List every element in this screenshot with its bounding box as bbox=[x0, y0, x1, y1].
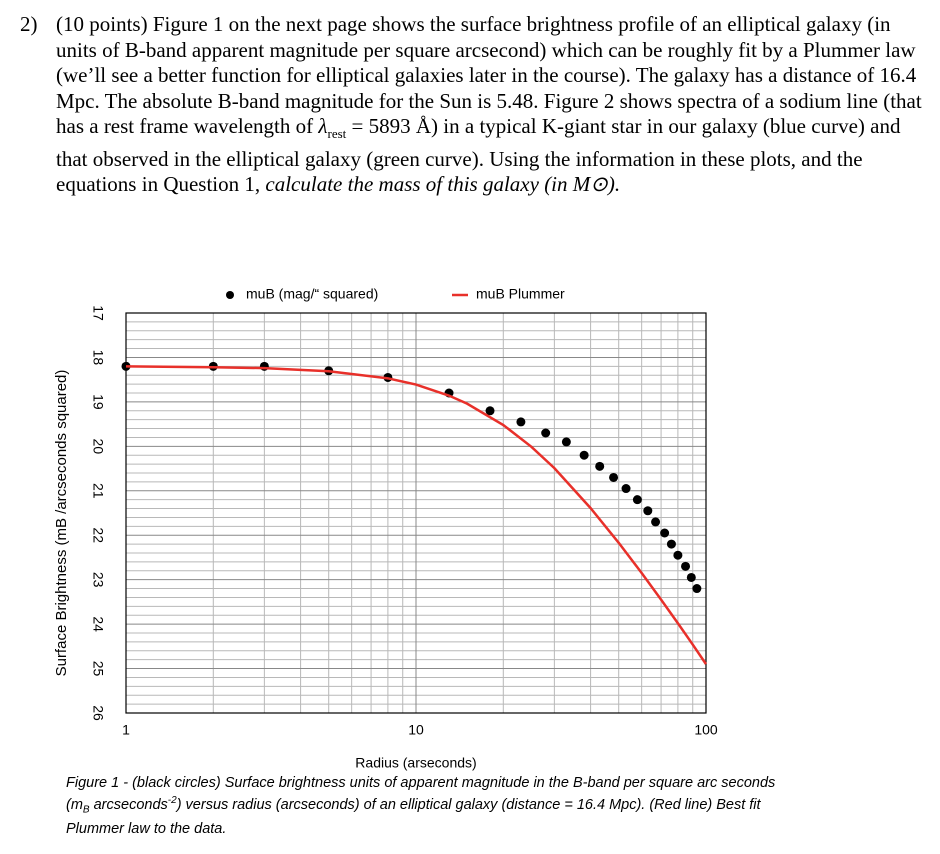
x-axis-label: Radius (arseconds) bbox=[355, 755, 476, 771]
data-point bbox=[541, 428, 551, 438]
data-point bbox=[632, 495, 642, 505]
data-point bbox=[561, 437, 571, 447]
question-emphasis: calculate the mass of this galaxy (in M⊙… bbox=[265, 172, 621, 197]
plot-frame bbox=[125, 312, 707, 714]
x-tick-label: 10 bbox=[408, 722, 424, 738]
question-number: 2) bbox=[20, 12, 38, 36]
data-point bbox=[686, 572, 696, 582]
y-tick-label: 19 bbox=[90, 394, 106, 410]
caption: Figure 1 - (black circles) Surface brigh… bbox=[66, 774, 786, 838]
question-text: = 5893 Å) in a typical K-giant star in o… bbox=[56, 114, 901, 197]
data-point bbox=[643, 506, 653, 516]
question-body: (10 points) Figure 1 on the next page sh… bbox=[56, 12, 925, 198]
data-point bbox=[516, 417, 526, 427]
data-point bbox=[660, 528, 670, 538]
plummer-line bbox=[125, 365, 708, 665]
question: 2) (10 points) Figure 1 on the next page… bbox=[20, 12, 925, 198]
legend-label: muB (mag/“ squared) bbox=[246, 286, 378, 302]
y-axis-label: Surface Brightness (mB /arcseconds squar… bbox=[53, 370, 70, 677]
y-tick-label: 21 bbox=[90, 483, 106, 499]
x-tick-label: 1 bbox=[122, 722, 130, 738]
y-tick-label: 20 bbox=[90, 439, 106, 455]
data-point bbox=[621, 484, 631, 494]
data-point bbox=[692, 584, 702, 594]
data-point bbox=[595, 461, 605, 471]
y-tick-label: 18 bbox=[90, 350, 106, 366]
y-tick-label: 24 bbox=[90, 616, 106, 632]
caption-sup: -2 bbox=[167, 795, 177, 806]
caption-sub: B bbox=[82, 804, 90, 816]
data-point bbox=[666, 539, 676, 549]
y-tick-label: 25 bbox=[90, 661, 106, 677]
lambda: λ bbox=[318, 114, 328, 138]
question-text: (10 points) Figure 1 on the next page sh… bbox=[56, 12, 922, 138]
data-point bbox=[651, 517, 661, 527]
lambda-sub: rest bbox=[327, 126, 347, 142]
y-tick-label: 23 bbox=[90, 572, 106, 588]
legend-dot bbox=[226, 291, 234, 299]
legend-label: muB Plummer bbox=[476, 286, 565, 302]
y-tick-label: 22 bbox=[90, 527, 106, 543]
caption-text: ) versus radius (arcseconds) of an ellip… bbox=[66, 796, 761, 837]
x-tick-label: 100 bbox=[694, 722, 718, 738]
caption-text: Figure 1 - (black circles) Surface brigh… bbox=[66, 775, 776, 813]
y-tick-label: 26 bbox=[90, 705, 106, 721]
y-tick-label: 17 bbox=[90, 305, 106, 321]
data-point bbox=[579, 450, 589, 460]
data-point bbox=[609, 472, 619, 482]
caption-text: arcseconds bbox=[89, 796, 168, 813]
data-point bbox=[485, 406, 495, 416]
data-point bbox=[673, 550, 683, 560]
data-point bbox=[681, 561, 691, 571]
